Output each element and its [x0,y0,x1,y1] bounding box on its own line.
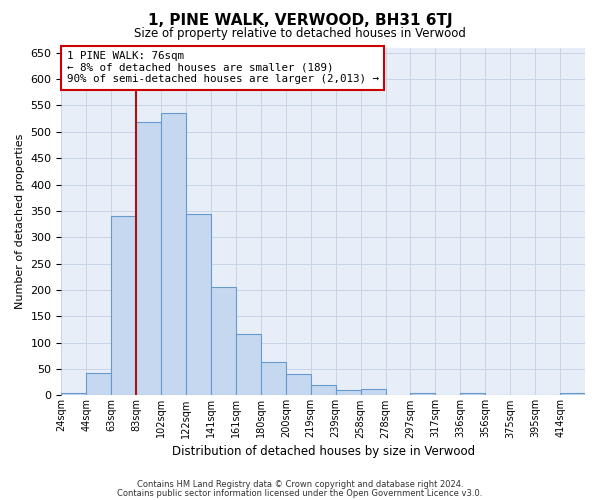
Bar [261,362,286,396]
X-axis label: Distribution of detached houses by size in Verwood: Distribution of detached houses by size … [172,444,475,458]
Text: Size of property relative to detached houses in Verwood: Size of property relative to detached ho… [134,28,466,40]
Bar [186,214,211,396]
Bar [311,385,335,396]
Bar [136,122,161,396]
Bar [335,390,361,396]
Bar [61,393,86,396]
Bar [460,394,485,396]
Text: 1 PINE WALK: 76sqm
← 8% of detached houses are smaller (189)
90% of semi-detache: 1 PINE WALK: 76sqm ← 8% of detached hous… [67,51,379,84]
Bar [560,394,585,396]
Bar [236,334,261,396]
Text: 1, PINE WALK, VERWOOD, BH31 6TJ: 1, PINE WALK, VERWOOD, BH31 6TJ [148,12,452,28]
Bar [111,216,136,396]
Bar [161,114,186,396]
Text: Contains public sector information licensed under the Open Government Licence v3: Contains public sector information licen… [118,488,482,498]
Bar [211,287,236,396]
Text: Contains HM Land Registry data © Crown copyright and database right 2024.: Contains HM Land Registry data © Crown c… [137,480,463,489]
Bar [286,374,311,396]
Y-axis label: Number of detached properties: Number of detached properties [15,134,25,309]
Bar [361,389,386,396]
Bar [86,374,111,396]
Bar [410,393,436,396]
